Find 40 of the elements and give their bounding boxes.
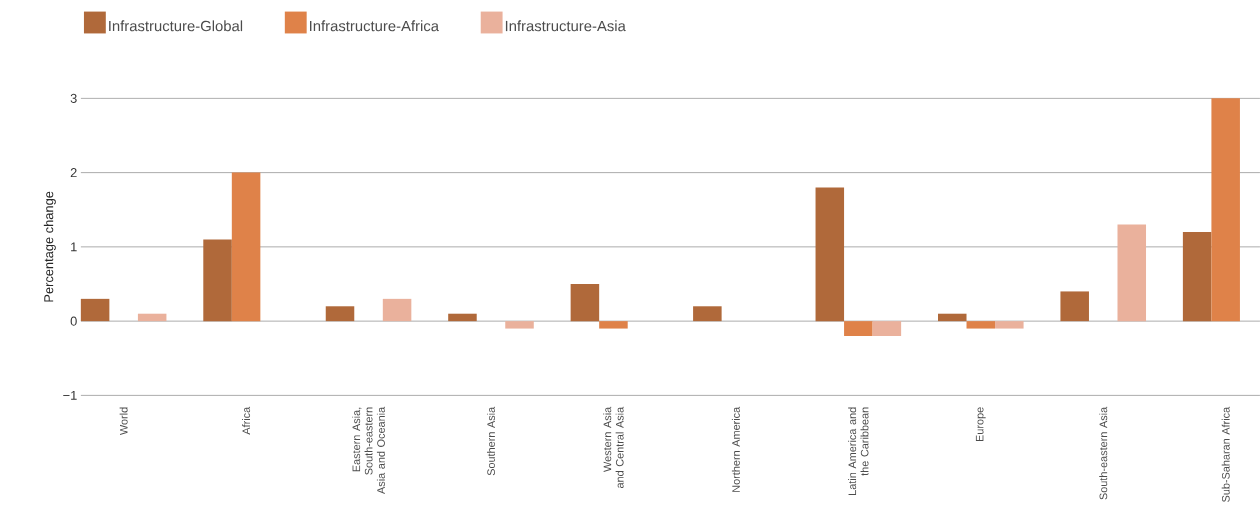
bar: [966, 321, 996, 329]
y-tick-label: 2: [70, 168, 77, 178]
x-tick-label: Eastern Asia, South-eastern Asia and Oceania: [352, 407, 385, 495]
bar: [599, 321, 628, 329]
y-tick-label: −1: [63, 391, 77, 400]
bar: [570, 284, 600, 322]
bar: [1117, 224, 1147, 322]
bar: [844, 321, 873, 337]
y-tick-label: 0: [70, 316, 77, 326]
bar: [448, 313, 477, 322]
x-tick-label: Africa: [242, 407, 251, 435]
legend-label: Infrastructure-Africa: [310, 20, 439, 32]
bar: [1060, 291, 1089, 322]
bar: [80, 299, 110, 322]
x-tick-label: World: [119, 407, 128, 436]
y-tick-label: 1: [71, 242, 77, 252]
bar: [872, 321, 902, 337]
bar: [382, 299, 412, 322]
bar: [1211, 98, 1240, 322]
x-tick-label: Southern Asia: [486, 407, 495, 476]
bar: [995, 321, 1024, 329]
bar: [231, 172, 261, 322]
bar: [203, 239, 232, 322]
legend-label: Infrastructure-Asia: [505, 20, 626, 32]
y-tick-label: 3: [70, 93, 77, 104]
y-axis-title: Percentage change: [43, 191, 56, 302]
x-tick-label: Western Asia and Central Asia: [603, 407, 624, 489]
x-tick-label: Latin America and the Caribbean: [848, 407, 869, 496]
bar: [137, 313, 167, 322]
x-tick-label: South-eastern Asia: [1099, 407, 1108, 500]
bar: [937, 313, 967, 322]
bar: [815, 187, 845, 322]
x-tick-label: Northern America: [731, 407, 740, 493]
x-tick-label: Sub-Saharan Africa: [1221, 407, 1230, 503]
x-tick-label: Europe: [975, 407, 986, 442]
legend-label: Infrastructure-Global: [109, 20, 243, 32]
bar: [505, 321, 534, 329]
bar: [325, 306, 355, 322]
bar: [1182, 232, 1212, 322]
bar: [693, 306, 722, 322]
